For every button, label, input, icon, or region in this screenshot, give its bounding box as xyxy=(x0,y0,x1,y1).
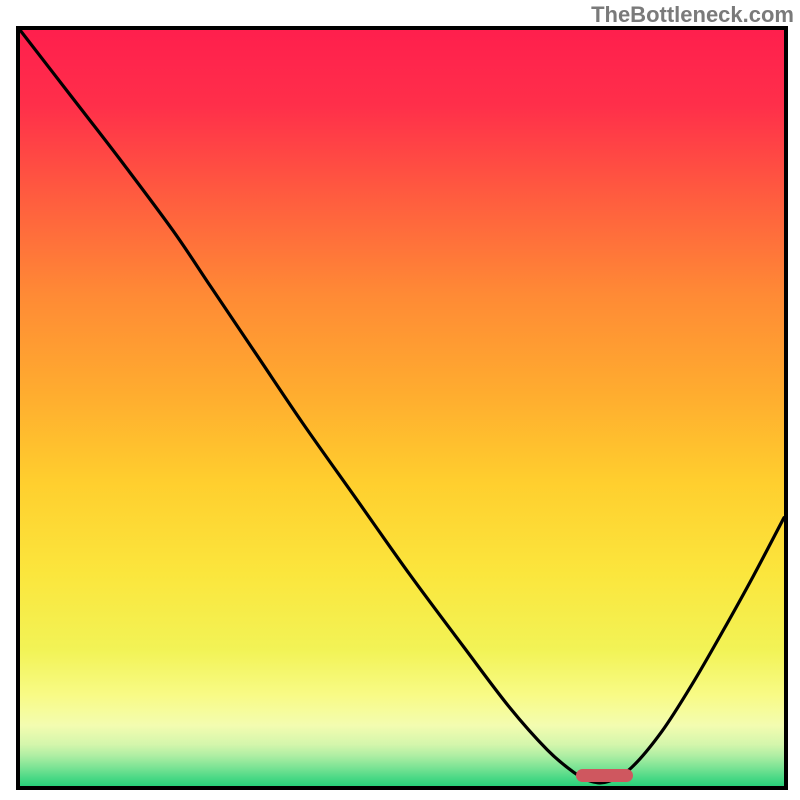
watermark-text: TheBottleneck.com xyxy=(591,2,794,28)
curve-path xyxy=(20,30,784,783)
plot-frame xyxy=(16,26,788,790)
bottleneck-curve xyxy=(20,30,784,786)
chart-container: TheBottleneck.com xyxy=(0,0,800,800)
optimal-zone-marker xyxy=(576,769,633,782)
